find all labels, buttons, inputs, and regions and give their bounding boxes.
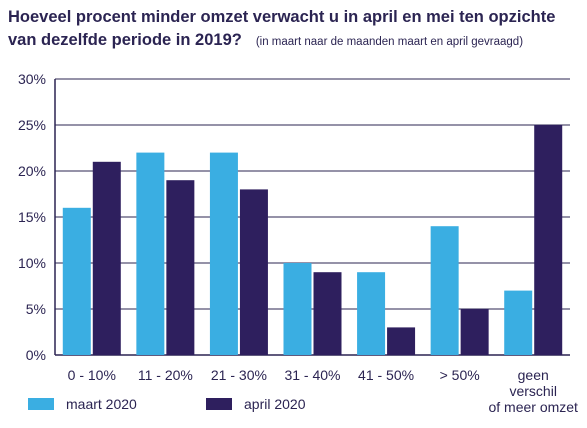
title-line-1: Hoeveel procent minder omzet verwacht u … <box>8 8 556 26</box>
x-tick-label: 11 - 20% <box>138 367 193 383</box>
y-tick-label: 25% <box>18 117 46 133</box>
bar-maart <box>136 152 165 355</box>
bar-april <box>166 180 195 355</box>
bar-maart <box>357 272 386 355</box>
bar-april <box>239 189 268 355</box>
bar-april <box>92 161 121 355</box>
x-tick-label: 21 - 30% <box>211 367 267 383</box>
bar-april <box>534 125 563 355</box>
bar-maart <box>504 290 533 355</box>
legend-label: april 2020 <box>244 396 306 412</box>
bar-maart <box>209 152 238 355</box>
title-line-2: van dezelfde periode in 2019? <box>8 31 242 49</box>
x-tick-label: 0 - 10% <box>68 367 116 383</box>
x-tick-label: 41 - 50% <box>358 367 414 383</box>
y-tick-label: 10% <box>18 255 46 271</box>
bar-april <box>387 327 416 355</box>
x-tick-label: > 50% <box>440 367 480 383</box>
y-tick-label: 30% <box>18 71 46 87</box>
y-tick-label: 0% <box>26 347 46 363</box>
x-tick-label: verschil <box>509 383 556 399</box>
legend-swatch <box>206 398 232 410</box>
x-tick-label: of meer omzet <box>488 399 578 415</box>
y-tick-label: 5% <box>26 301 46 317</box>
y-tick-label: 15% <box>18 209 46 225</box>
bar-maart <box>430 226 459 355</box>
y-tick-label: 20% <box>18 163 46 179</box>
bar-maart <box>62 207 91 355</box>
bar-maart <box>283 263 312 355</box>
legend-label: maart 2020 <box>66 396 137 412</box>
chart-title: Hoeveel procent minder omzet verwacht u … <box>8 6 583 54</box>
chart-subtitle: (in maart naar de maanden maart en april… <box>255 36 524 48</box>
legend-swatch <box>28 398 54 410</box>
bar-april <box>313 272 342 355</box>
bar-april <box>460 309 489 355</box>
x-tick-label: 31 - 40% <box>284 367 340 383</box>
x-tick-label: geen <box>518 367 549 383</box>
